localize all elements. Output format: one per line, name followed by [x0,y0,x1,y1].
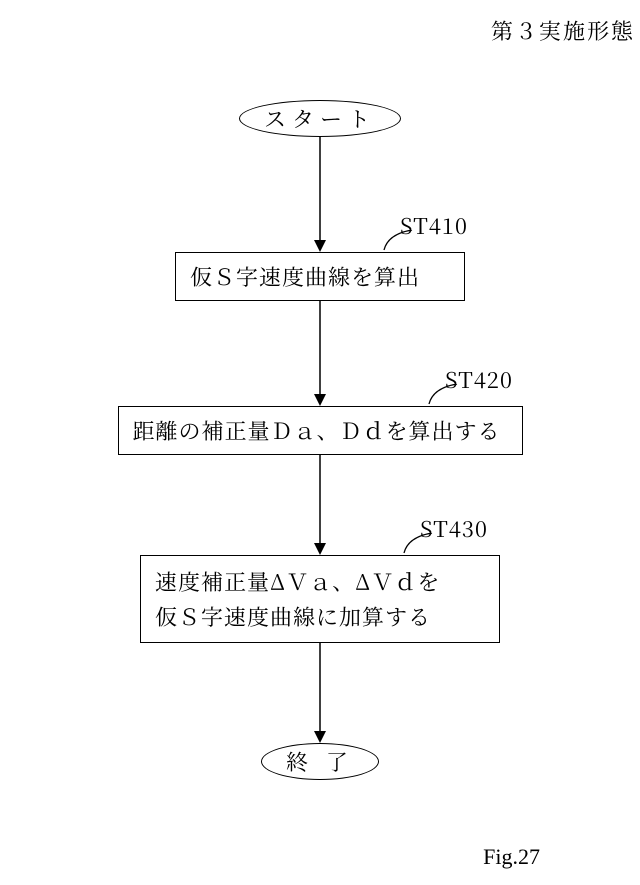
st420-box: 距離の補正量Ｄａ、Ｄｄを算出する [118,406,523,455]
arrow-3 [0,455,640,555]
st430-line1: 速度補正量ΔＶａ、ΔＶｄを [155,564,485,599]
st430-line2: 仮Ｓ字速度曲線に加算する [155,599,485,634]
flowchart: スタート ST410 仮Ｓ字速度曲線を算出 ST420 距離の補正量Ｄａ、Ｄｄを… [0,100,640,780]
st410-box: 仮Ｓ字速度曲線を算出 [175,252,465,301]
start-terminator: スタート [239,100,401,137]
arrow-4 [0,643,640,743]
arrow-1 [0,137,640,252]
st420-label: ST420 [445,364,513,395]
embodiment-label: 第３実施形態 [491,15,635,46]
end-terminator: 終 了 [261,743,379,780]
arrow-2 [0,301,640,406]
st430-box: 速度補正量ΔＶａ、ΔＶｄを 仮Ｓ字速度曲線に加算する [140,555,500,643]
st420-text: 距離の補正量Ｄａ、Ｄｄを算出する [133,415,508,446]
st410-label: ST410 [400,210,468,241]
figure-number: Fig.27 [483,844,540,870]
st410-text: 仮Ｓ字速度曲線を算出 [190,261,450,292]
st430-label: ST430 [420,513,488,544]
